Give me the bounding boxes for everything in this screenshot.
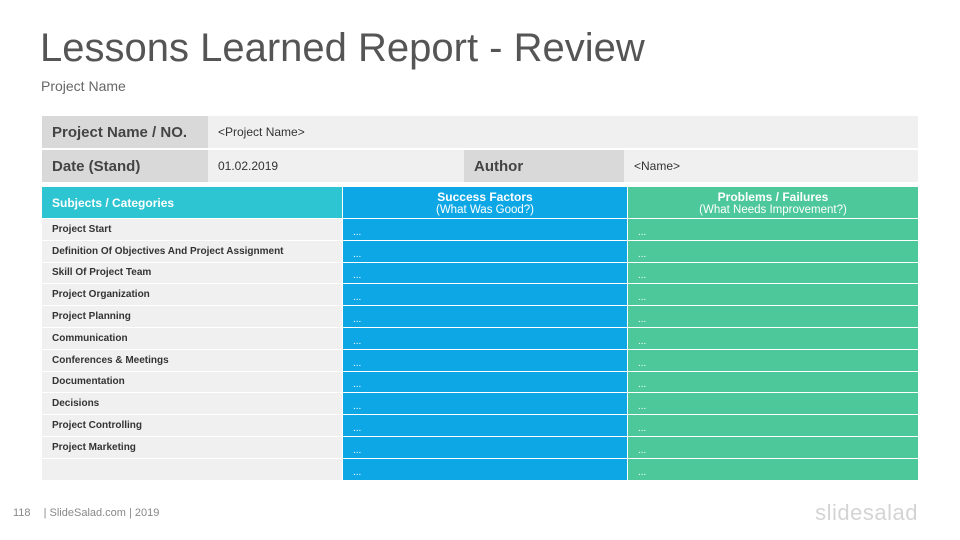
success-cell[interactable]: ... xyxy=(343,240,627,262)
subject-cell: Project Marketing xyxy=(42,436,342,458)
subject-cell: Skill Of Project Team xyxy=(42,262,342,284)
problems-cell[interactable]: ... xyxy=(628,327,918,349)
slidesalad-logo: slidesalad xyxy=(815,500,918,525)
subject-cell xyxy=(42,458,342,480)
header-problems-sub: (What Needs Improvement?) xyxy=(699,203,847,216)
page-title: Lessons Learned Report - Review xyxy=(40,26,645,70)
author-label: Author xyxy=(464,150,624,182)
footer: 118 | SlideSalad.com | 2019 xyxy=(13,507,159,519)
table-row: Conferences & Meetings...... xyxy=(42,349,918,371)
date-label: Date (Stand) xyxy=(42,150,208,182)
problems-cell[interactable]: ... xyxy=(628,349,918,371)
problems-cell[interactable]: ... xyxy=(628,262,918,284)
subject-cell: Project Planning xyxy=(42,306,342,327)
subject-cell: Conferences & Meetings xyxy=(42,349,342,371)
problems-cell[interactable]: ... xyxy=(628,371,918,393)
page-subtitle: Project Name xyxy=(41,78,126,94)
success-cell[interactable]: ... xyxy=(343,306,627,327)
date-value[interactable]: 01.02.2019 xyxy=(208,150,464,182)
success-cell[interactable]: ... xyxy=(343,436,627,458)
project-info-row: Project Name / NO. <Project Name> xyxy=(42,116,918,148)
page-number: 118 xyxy=(13,507,31,519)
date-author-row: Date (Stand) 01.02.2019 Author <Name> xyxy=(42,150,918,182)
subject-cell: Documentation xyxy=(42,371,342,393)
success-cell[interactable]: ... xyxy=(343,415,627,436)
author-value[interactable]: <Name> xyxy=(624,150,918,182)
header-problems-title: Problems / Failures xyxy=(717,189,829,204)
success-cell[interactable]: ... xyxy=(343,458,627,480)
subject-cell: Project Controlling xyxy=(42,415,342,436)
footer-text: | SlideSalad.com | 2019 xyxy=(43,507,160,519)
problems-cell[interactable]: ... xyxy=(628,415,918,436)
problems-cell[interactable]: ... xyxy=(628,393,918,415)
header-problems: Problems / Failures (What Needs Improvem… xyxy=(628,187,918,218)
table-row: Documentation...... xyxy=(42,371,918,393)
table-row: ...... xyxy=(42,458,918,480)
subject-cell: Decisions xyxy=(42,393,342,415)
problems-cell[interactable]: ... xyxy=(628,240,918,262)
table-row: Definition Of Objectives And Project Ass… xyxy=(42,240,918,262)
success-cell[interactable]: ... xyxy=(343,219,627,240)
lessons-table: Subjects / Categories Success Factors (W… xyxy=(42,187,918,480)
header-subjects: Subjects / Categories xyxy=(42,187,342,218)
table-body: Project Start...... Definition Of Objecti… xyxy=(42,219,918,480)
problems-cell[interactable]: ... xyxy=(628,436,918,458)
table-header: Subjects / Categories Success Factors (W… xyxy=(42,187,918,218)
subject-cell: Project Start xyxy=(42,219,342,240)
project-name-value[interactable]: <Project Name> xyxy=(208,116,918,148)
success-cell[interactable]: ... xyxy=(343,327,627,349)
project-name-label: Project Name / NO. xyxy=(42,116,208,148)
success-cell[interactable]: ... xyxy=(343,262,627,284)
header-success: Success Factors (What Was Good?) xyxy=(343,187,627,218)
table-row: Project Organization...... xyxy=(42,284,918,306)
success-cell[interactable]: ... xyxy=(343,284,627,306)
subject-cell: Definition Of Objectives And Project Ass… xyxy=(42,240,342,262)
problems-cell[interactable]: ... xyxy=(628,306,918,327)
table-row: Project Start...... xyxy=(42,219,918,240)
success-cell[interactable]: ... xyxy=(343,349,627,371)
table-row: Project Planning...... xyxy=(42,306,918,327)
problems-cell[interactable]: ... xyxy=(628,284,918,306)
problems-cell[interactable]: ... xyxy=(628,458,918,480)
table-row: Skill Of Project Team...... xyxy=(42,262,918,284)
problems-cell[interactable]: ... xyxy=(628,219,918,240)
success-cell[interactable]: ... xyxy=(343,393,627,415)
header-success-sub: (What Was Good?) xyxy=(436,203,534,216)
header-success-title: Success Factors xyxy=(437,189,533,204)
table-row: Project Controlling...... xyxy=(42,415,918,436)
success-cell[interactable]: ... xyxy=(343,371,627,393)
subject-cell: Project Organization xyxy=(42,284,342,306)
table-row: Decisions...... xyxy=(42,393,918,415)
table-row: Project Marketing...... xyxy=(42,436,918,458)
subject-cell: Communication xyxy=(42,327,342,349)
table-row: Communication...... xyxy=(42,327,918,349)
